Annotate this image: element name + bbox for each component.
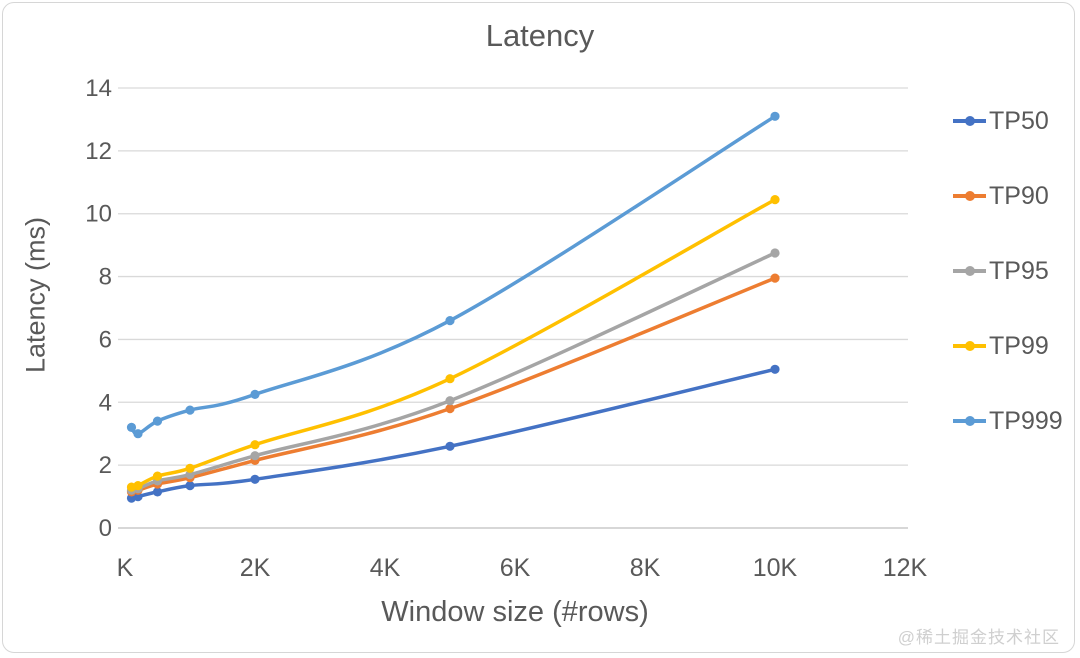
y-tick-label: 6 [99, 326, 112, 353]
legend-marker-icon [953, 194, 986, 198]
legend-item-tp95: TP95 [953, 256, 1063, 285]
legend-label: TP50 [989, 106, 1049, 135]
y-tick-label: 14 [85, 75, 112, 102]
legend: TP50 TP90 TP95 TP99 TP999 [953, 106, 1063, 435]
y-tick-label: 4 [99, 389, 112, 416]
data-point-tp50 [133, 492, 143, 502]
data-point-tp50 [770, 364, 780, 374]
legend-marker-icon [953, 269, 986, 273]
legend-item-tp50: TP50 [953, 106, 1063, 135]
data-point-tp99 [133, 481, 143, 491]
data-point-tp99 [152, 471, 163, 481]
x-tick-label: 8K [630, 554, 661, 582]
legend-label: TP99 [989, 331, 1049, 360]
data-point-tp999 [445, 316, 455, 326]
data-point-tp95 [185, 470, 195, 480]
data-point-tp999 [133, 429, 143, 439]
data-point-tp50 [152, 487, 163, 497]
data-point-tp50 [185, 481, 195, 491]
data-point-tp99 [185, 463, 195, 473]
legend-marker-icon [953, 419, 986, 423]
legend-label: TP95 [989, 256, 1049, 285]
data-point-tp50 [250, 474, 260, 484]
watermark: @稀土掘金技术社区 [897, 628, 1060, 647]
y-tick-label: 0 [99, 515, 112, 542]
y-tick-label: 2 [99, 452, 112, 479]
data-point-tp999 [126, 422, 137, 432]
x-tick-label: 12K [883, 554, 928, 582]
x-tick-label: 10K [753, 554, 798, 582]
data-point-tp999 [250, 389, 260, 399]
legend-item-tp90: TP90 [953, 181, 1063, 210]
legend-marker-icon [953, 119, 986, 123]
chart-title: Latency [485, 18, 595, 53]
data-point-tp999 [185, 405, 195, 415]
legend-label: TP90 [989, 181, 1049, 210]
series-line-tp90 [129, 276, 777, 494]
legend-marker-icon [953, 344, 986, 348]
x-tick-label: K [117, 554, 134, 582]
series-line-tp50 [129, 367, 777, 500]
data-point-tp99 [445, 374, 455, 384]
data-point-tp95 [250, 451, 260, 461]
x-tick-label: 4K [370, 554, 401, 582]
legend-item-tp999: TP999 [953, 406, 1063, 435]
data-point-tp90 [770, 273, 780, 283]
x-axis-title: Window size (#rows) [381, 596, 649, 628]
legend-label: TP999 [989, 406, 1063, 435]
data-point-tp99 [250, 440, 260, 450]
series-line-tp999 [129, 114, 777, 436]
data-point-tp99 [770, 195, 780, 205]
data-point-tp999 [770, 111, 780, 121]
legend-item-tp99: TP99 [953, 331, 1063, 360]
x-tick-label: 6K [500, 554, 531, 582]
data-point-tp95 [770, 248, 780, 258]
y-tick-label: 10 [85, 201, 112, 228]
data-point-tp50 [445, 441, 455, 451]
data-point-tp95 [445, 396, 455, 406]
y-tick-label: 8 [99, 264, 112, 291]
data-point-tp90 [445, 404, 455, 414]
y-tick-label: 12 [85, 138, 112, 165]
x-tick-label: 2K [240, 554, 271, 582]
data-point-tp999 [152, 416, 163, 426]
